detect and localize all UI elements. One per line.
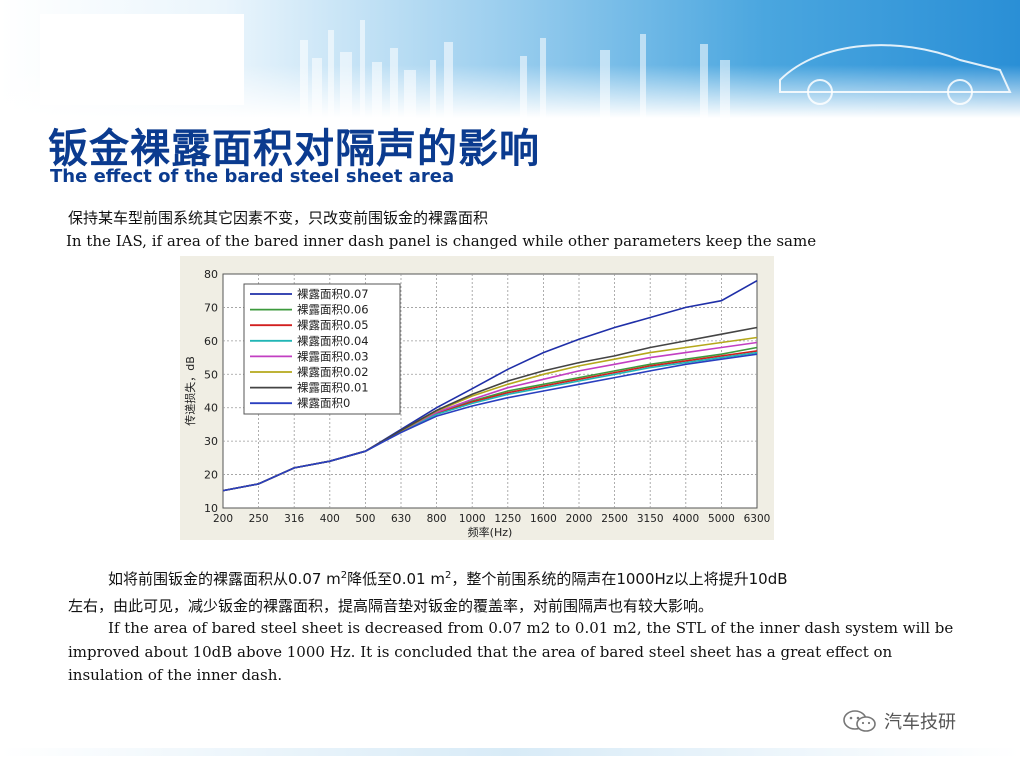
logo-placeholder — [40, 14, 244, 105]
x-tick-label: 2000 — [566, 513, 593, 525]
y-tick-label: 50 — [204, 368, 218, 381]
x-tick-label: 500 — [355, 513, 375, 525]
legend-box — [243, 283, 401, 415]
legend-label: 裸露面积0 — [297, 396, 350, 410]
legend-label: 裸露面积0.04 — [297, 334, 369, 348]
intro-text-en: In the IAS, if area of the bared inner d… — [66, 232, 817, 250]
body-en-line-3: insulation of the inner dash. — [68, 666, 283, 684]
intro-text-cn: 保持某车型前围系统其它因素不变，只改变前围钣金的裸露面积 — [68, 209, 489, 227]
body-cn-line-1: 如将前围钣金的裸露面积从0.07 m2降低至0.01 m2，整个前围系统的隔声在… — [108, 570, 788, 588]
watermark-text: 汽车技研 — [884, 712, 956, 733]
x-tick-label: 6300 — [744, 513, 771, 525]
legend-label: 裸露面积0.01 — [297, 381, 369, 395]
y-tick-label: 20 — [204, 469, 218, 482]
body-en-line-1: If the area of bared steel sheet is decr… — [108, 619, 954, 637]
y-tick-label: 30 — [204, 435, 218, 448]
chart-series-lines — [222, 280, 758, 492]
y-tick-label: 40 — [204, 402, 218, 415]
footer-decoration — [0, 748, 1020, 756]
x-tick-label: 200 — [213, 513, 233, 525]
legend-label: 裸露面积0.06 — [297, 303, 369, 317]
page-title: 钣金裸露面积对隔声的影响 — [48, 126, 540, 172]
y-tick-label: 80 — [204, 268, 218, 281]
x-tick-label: 2500 — [601, 513, 628, 525]
body-en-line-2: improved about 10dB above 1000 Hz. It is… — [68, 643, 893, 661]
y-tick-labels: 10 20 30 40 50 60 70 80 — [204, 268, 218, 515]
page-subtitle: The effect of the bared steel sheet area — [50, 166, 455, 187]
body-cn-line-2: 左右，由此可见，减少钣金的裸露面积，提高隔音垫对钣金的覆盖率，对前围隔声也有较大… — [68, 597, 714, 615]
stl-line-chart: 10 20 30 40 50 60 70 80 200 250 316 400 500 630 800 10… — [180, 256, 774, 540]
legend-label: 裸露面积0.07 — [297, 287, 369, 301]
series-line — [222, 353, 758, 492]
y-axis-label: 传递损失，dB — [183, 356, 197, 426]
x-tick-label: 5000 — [708, 513, 735, 525]
x-axis-label: 频率(Hz) — [468, 525, 513, 539]
x-tick-label: 1000 — [459, 513, 486, 525]
legend-label: 裸露面积0.05 — [297, 318, 369, 332]
x-tick-label: 1600 — [530, 513, 557, 525]
legend-label: 裸露面积0.03 — [297, 349, 369, 363]
x-tick-label: 1250 — [494, 513, 521, 525]
x-tick-label: 4000 — [672, 513, 699, 525]
x-tick-label: 800 — [427, 513, 447, 525]
x-tick-label: 250 — [249, 513, 269, 525]
watermark: 汽车技研 — [842, 707, 956, 735]
x-tick-label: 400 — [320, 513, 340, 525]
wechat-icon — [843, 710, 876, 732]
x-tick-label: 316 — [284, 513, 304, 525]
legend-label: 裸露面积0.02 — [297, 365, 369, 379]
y-tick-label: 70 — [204, 301, 218, 314]
x-tick-labels: 200 250 316 400 500 630 800 1000 1250 1600 2000 250… — [213, 513, 770, 525]
y-tick-label: 10 — [204, 502, 218, 515]
y-tick-label: 60 — [204, 335, 218, 348]
x-tick-label: 3150 — [637, 513, 664, 525]
x-tick-label: 630 — [391, 513, 411, 525]
